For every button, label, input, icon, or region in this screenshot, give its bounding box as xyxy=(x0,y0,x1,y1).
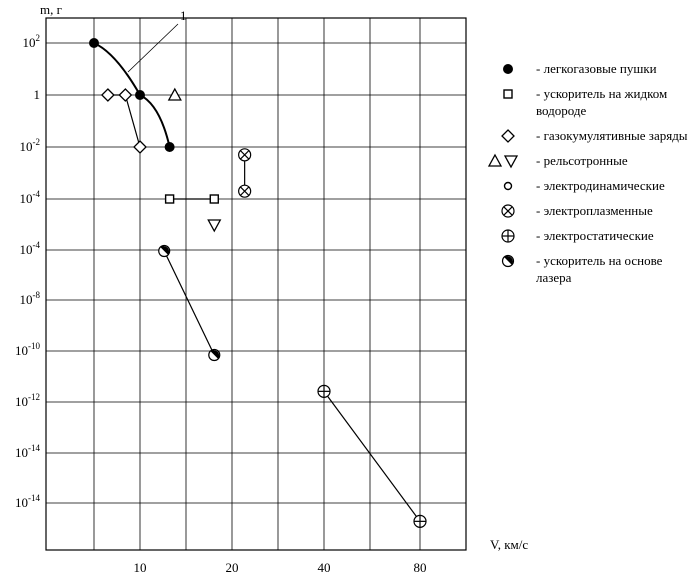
data-point xyxy=(208,348,221,362)
data-point xyxy=(487,153,503,167)
legend-marker xyxy=(487,153,519,169)
data-point xyxy=(167,87,182,101)
legend-label: - ускоритель на жидком водороде xyxy=(536,86,668,118)
series-line xyxy=(107,94,141,148)
legend-marker xyxy=(503,89,513,99)
legend-item: - электроплазменные xyxy=(486,202,691,219)
y-tick-label: 10-14 xyxy=(15,443,40,460)
data-point xyxy=(503,89,513,99)
legend-marker xyxy=(501,254,515,268)
data-point xyxy=(100,88,115,102)
legend-item: - ускоритель на основе лазера xyxy=(486,252,691,286)
data-point xyxy=(503,155,519,169)
legend-marker xyxy=(503,181,513,191)
data-point xyxy=(133,140,147,154)
data-point xyxy=(503,181,513,191)
legend-label: - рельсотронные xyxy=(536,153,628,168)
legend-label: - электродинамические xyxy=(536,178,665,193)
legend-marker xyxy=(501,204,515,218)
y-tick-label: 10-2 xyxy=(20,137,41,154)
data-point xyxy=(209,194,219,204)
data-point xyxy=(164,194,175,204)
legend-label: - электростатические xyxy=(536,228,654,243)
data-point xyxy=(238,184,252,198)
data-point xyxy=(501,229,515,243)
annotation-leader-line xyxy=(127,23,179,73)
y-tick-label: 10-4 xyxy=(20,189,41,206)
x-tick-label: 10 xyxy=(134,560,147,575)
series xyxy=(164,194,219,204)
annotation-label: 1 xyxy=(180,8,187,23)
data-point xyxy=(317,384,331,398)
legend-item: - ускоритель на жидком водороде xyxy=(486,85,691,119)
legend-label: - электроплазменные xyxy=(536,203,653,218)
series xyxy=(100,88,147,154)
legend-label: - ускоритель на основе лазера xyxy=(536,253,663,285)
data-point xyxy=(164,142,175,152)
y-tick-label: 10-14 xyxy=(15,493,40,510)
x-tick-label: 80 xyxy=(414,560,427,575)
series-line xyxy=(163,250,215,356)
y-tick-label: 10-4 xyxy=(20,240,41,257)
series-line xyxy=(323,390,421,522)
y-axis-label: m, г xyxy=(40,2,62,17)
y-tick-label: 10-8 xyxy=(20,290,41,307)
legend-marker xyxy=(503,64,513,74)
data-point xyxy=(503,64,513,74)
y-tick-label: 10-12 xyxy=(15,392,40,409)
legend-label: - легкогазовые пушки xyxy=(536,61,657,76)
chart-legend: - легкогазовые пушки - ускоритель на жидк… xyxy=(486,60,691,294)
series xyxy=(238,148,252,198)
series xyxy=(317,384,427,528)
plot-frame xyxy=(45,17,467,551)
series xyxy=(89,38,175,152)
data-point xyxy=(118,88,133,102)
y-tick-label: 102 xyxy=(23,33,41,50)
data-point xyxy=(207,219,222,233)
data-point xyxy=(501,254,515,268)
x-axis-label: V, км/с xyxy=(490,537,528,552)
y-tick-label: 1 xyxy=(34,87,41,102)
series xyxy=(167,87,222,233)
data-point xyxy=(501,129,515,143)
legend-marker xyxy=(501,229,515,243)
legend-label: - газокумулятивные заряды xyxy=(536,128,688,143)
data-point xyxy=(135,90,145,100)
data-point xyxy=(158,244,171,258)
legend-item: - легкогазовые пушки xyxy=(486,60,691,77)
legend-item: - рельсотронные xyxy=(486,152,691,169)
x-tick-label: 20 xyxy=(226,560,239,575)
legend-item: - электродинамические xyxy=(486,177,691,194)
legend-item: - электростатические xyxy=(486,227,691,244)
y-tick-label: 10-10 xyxy=(15,341,40,358)
grid xyxy=(46,18,466,550)
data-point xyxy=(501,204,515,218)
legend-item: - газокумулятивные заряды xyxy=(486,127,691,144)
data-point xyxy=(89,38,99,48)
data-point xyxy=(238,148,252,162)
legend-marker xyxy=(501,129,515,143)
series xyxy=(158,244,221,362)
data-point xyxy=(413,514,427,528)
x-tick-label: 40 xyxy=(318,560,331,575)
